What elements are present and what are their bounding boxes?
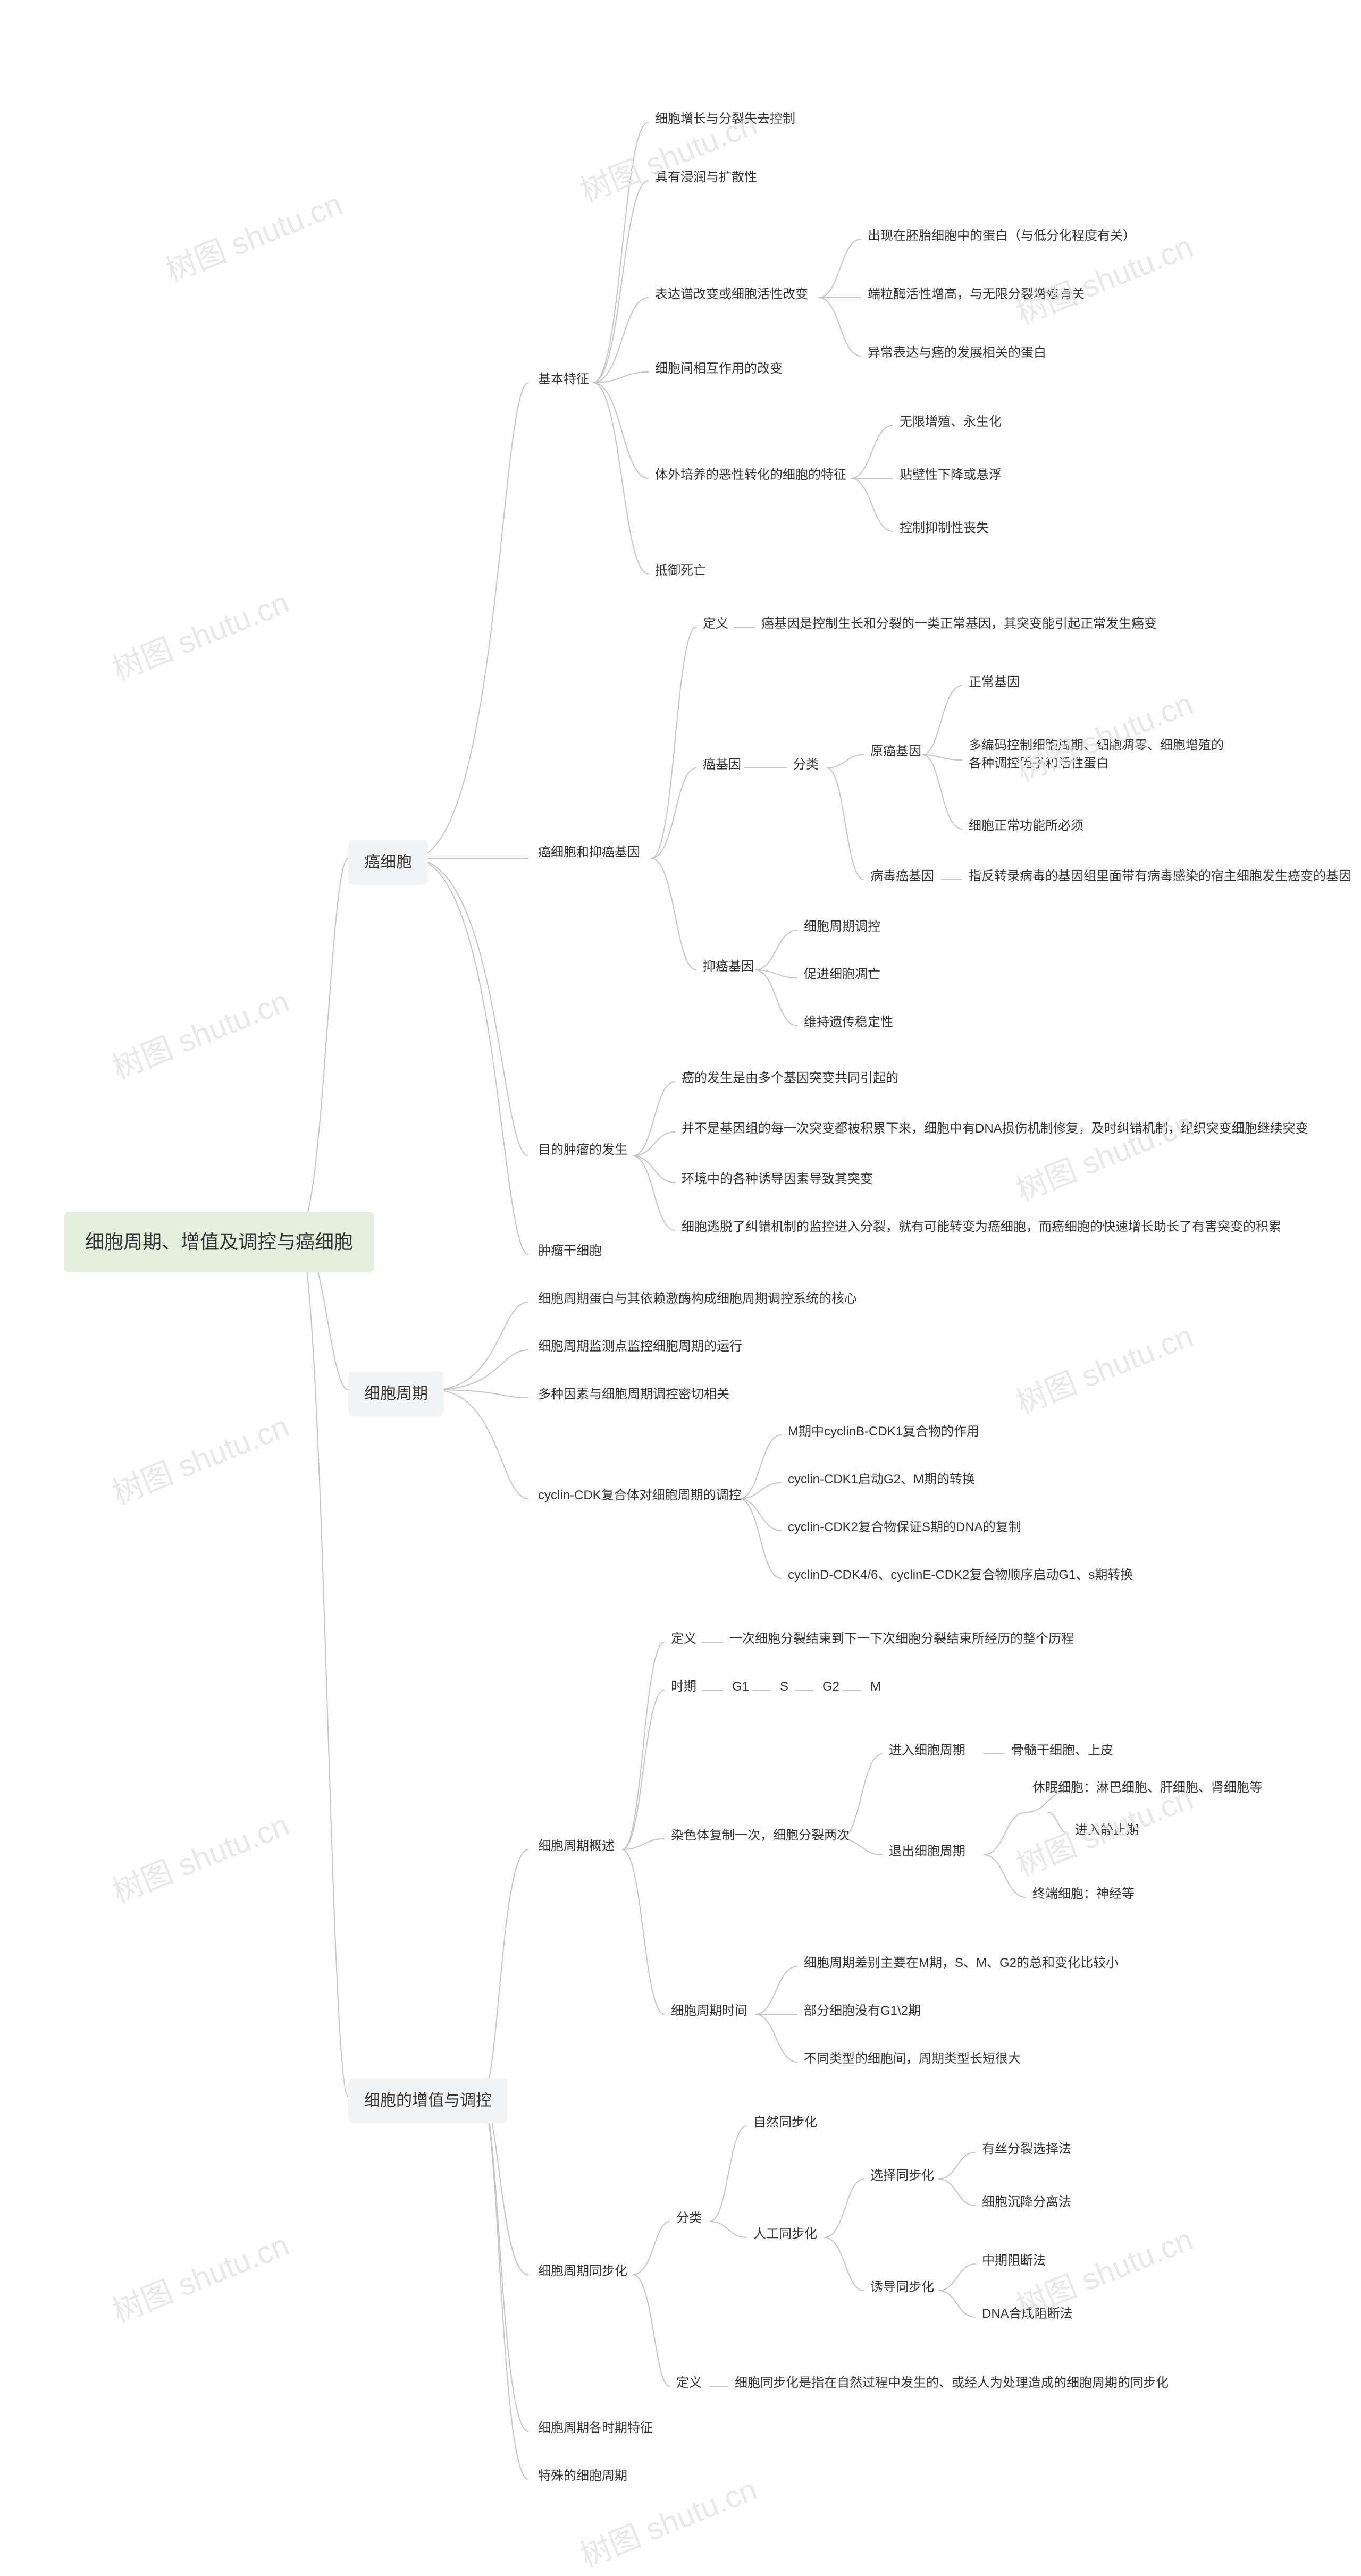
ov-rest-a: 休眠细胞：淋巴细胞、肝细胞、肾细胞等 <box>1026 1775 1268 1801</box>
watermark: 树图 shutu.cn <box>1009 1099 1198 1210</box>
sync-nat: 自然同步化 <box>747 2110 824 2135</box>
cycle-y2: 细胞周期监测点监控细胞周期的运行 <box>532 1334 749 1359</box>
sync-ind-i2: DNA合成阻断法 <box>976 2301 1079 2327</box>
watermark: 树图 shutu.cn <box>158 179 348 291</box>
prolif-phase-feat: 细胞周期各时期特征 <box>532 2415 659 2441</box>
cancer-genes: 癌细胞和抑癌基因 <box>532 840 646 865</box>
ov-phase-g2: G2 <box>816 1674 846 1700</box>
genes-supp: 抑癌基因 <box>696 954 760 979</box>
genes-virus-a: 病毒癌基因 <box>864 864 940 889</box>
branch-cancer: 癌细胞 <box>348 840 428 885</box>
genes-def-b: 癌基因是控制生长和分裂的一类正常基因，其突变能引起正常发生癌变 <box>755 611 1163 637</box>
root-node: 细胞周期、增值及调控与癌细胞 <box>64 1212 374 1272</box>
watermark: 树图 shutu.cn <box>1009 1311 1198 1423</box>
basic-c3-d3: 异常表达与癌的发展相关的蛋白 <box>861 340 1053 366</box>
ov-term: 终端细胞：神经等 <box>1026 1881 1141 1907</box>
sync-art: 人工同步化 <box>747 2222 824 2247</box>
sync-def-a: 定义 <box>670 2370 708 2396</box>
watermark: 树图 shutu.cn <box>105 578 295 689</box>
ov-def-b: 一次细胞分裂结束到下一下次细胞分裂结束所经历的整个历程 <box>723 1626 1080 1652</box>
cdk-c3: cyclin-CDK2复合物保证S期的DNA的复制 <box>782 1515 1028 1540</box>
cdk-c2: cyclin-CDK1启动G2、M期的转换 <box>782 1467 981 1492</box>
genes-proto-p3: 细胞正常功能所必须 <box>962 813 1090 839</box>
tumor-t3: 环境中的各种诱导因素导致其突变 <box>675 1167 879 1192</box>
tumor-t4: 细胞逃脱了纠错机制的监控进入分裂，就有可能转变为癌细胞，而癌细胞的快速增长助长了… <box>675 1214 1288 1240</box>
watermark: 树图 shutu.cn <box>105 1401 295 1513</box>
watermark: 树图 shutu.cn <box>105 1800 295 1912</box>
ov-rep: 染色体复制一次，细胞分裂两次 <box>665 1823 856 1848</box>
sync-sel: 选择同步化 <box>864 2163 940 2189</box>
branch-cycle: 细胞周期 <box>348 1371 444 1416</box>
sync-ind: 诱导同步化 <box>864 2275 940 2300</box>
ov-phase-m: M <box>864 1674 887 1700</box>
cancer-stem: 肿瘤干细胞 <box>532 1238 608 1264</box>
basic-c5-d2: 贴壁性下降或悬浮 <box>893 462 1008 488</box>
basic-c3: 表达谱改变或细胞活性改变 <box>649 282 814 307</box>
ov-def-a: 定义 <box>665 1626 703 1652</box>
ov-phase-s: S <box>774 1674 795 1700</box>
ov-rest-b: 进入静止期 <box>1069 1818 1145 1843</box>
basic-c5-d3: 控制抑制性丧失 <box>893 516 995 541</box>
ov-time-t1: 细胞周期差别主要在M期，S、M、G2的总和变化比较小 <box>797 1950 1125 1976</box>
ov-time-t2: 部分细胞没有G1\2期 <box>797 1998 927 2024</box>
genes-def-a: 定义 <box>696 611 735 637</box>
basic-c1: 细胞增长与分裂失去控制 <box>649 106 802 132</box>
genes-virus-b: 指反转录病毒的基因组里面带有病毒感染的宿主细胞发生癌变的基因 <box>962 864 1358 889</box>
basic-c4: 细胞间相互作用的改变 <box>649 356 789 382</box>
prolif-special: 特殊的细胞周期 <box>532 2463 634 2489</box>
basic-c5: 体外培养的恶性转化的细胞的特征 <box>649 462 853 488</box>
genes-proto: 原癌基因 <box>864 739 928 764</box>
genes-classify: 分类 <box>787 752 825 778</box>
tumor-t1: 癌的发生是由多个基因突变共同引起的 <box>675 1066 905 1091</box>
ov-rep-enter-b: 骨髓干细胞、上皮 <box>1005 1738 1120 1763</box>
watermark: 树图 shutu.cn <box>105 976 295 1088</box>
cdk-c1: M期中cyclinB-CDK1复合物的作用 <box>782 1419 986 1445</box>
genes-onco: 癌基因 <box>696 752 747 778</box>
genes-proto-p1: 正常基因 <box>962 670 1026 695</box>
basic-c6: 抵御死亡 <box>649 558 712 584</box>
genes-supp-s1: 细胞周期调控 <box>797 914 887 940</box>
ov-time: 细胞周期时间 <box>665 1998 754 2024</box>
branch-prolif: 细胞的增值与调控 <box>348 2078 508 2123</box>
cycle-cdk: cyclin-CDK复合体对细胞周期的调控 <box>532 1483 748 1508</box>
cycle-y3: 多种因素与细胞周期调控密切相关 <box>532 1382 736 1407</box>
genes-supp-s2: 促进细胞凋亡 <box>797 962 887 987</box>
ov-phase-a: 时期 <box>665 1674 703 1700</box>
prolif-overview: 细胞周期概述 <box>532 1834 621 1859</box>
genes-supp-s3: 维持遗传稳定性 <box>797 1010 900 1035</box>
ov-rep-enter-a: 进入细胞周期 <box>883 1738 972 1763</box>
cdk-c4: cyclinD-CDK4/6、cyclinE-CDK2复合物顺序启动G1、s期转… <box>782 1563 1139 1588</box>
ov-phase-g1: G1 <box>726 1674 755 1700</box>
ov-rep-exit-a: 退出细胞周期 <box>883 1839 972 1864</box>
ov-time-t3: 不同类型的细胞间，周期类型长短很大 <box>797 2046 1027 2072</box>
basic-c5-d1: 无限增殖、永生化 <box>893 409 1008 435</box>
sync-sel-s1: 有丝分裂选择法 <box>976 2136 1078 2162</box>
tumor-t2: 并不是基因组的每一次突变都被积累下来，细胞中有DNA损伤机制修复，及时纠错机制，… <box>675 1116 1315 1142</box>
cancer-basic: 基本特征 <box>532 367 595 392</box>
cancer-tumor: 目的肿瘤的发生 <box>532 1137 634 1163</box>
basic-c2: 具有浸润与扩散性 <box>649 165 763 190</box>
connector-lines <box>0 0 1361 2568</box>
basic-c3-d2: 端粒酶活性增高，与无限分裂增殖有关 <box>861 282 1091 307</box>
genes-proto-p2: 多编码控制细胞周期、细胞凋零、细胞增殖的 各种调控因子和活性蛋白 <box>962 733 1230 775</box>
sync-classify: 分类 <box>670 2206 708 2231</box>
sync-sel-s2: 细胞沉降分离法 <box>976 2190 1078 2215</box>
prolif-sync: 细胞周期同步化 <box>532 2259 634 2284</box>
watermark: 树图 shutu.cn <box>105 2220 295 2332</box>
sync-def-b: 细胞同步化是指在自然过程中发生的、或经人为处理造成的细胞周期的同步化 <box>728 2370 1175 2396</box>
cycle-y1: 细胞周期蛋白与其依赖激酶构成细胞周期调控系统的核心 <box>532 1286 863 1312</box>
basic-c3-d1: 出现在胚胎细胞中的蛋白（与低分化程度有关） <box>861 223 1142 249</box>
sync-ind-i1: 中期阻断法 <box>976 2248 1052 2274</box>
